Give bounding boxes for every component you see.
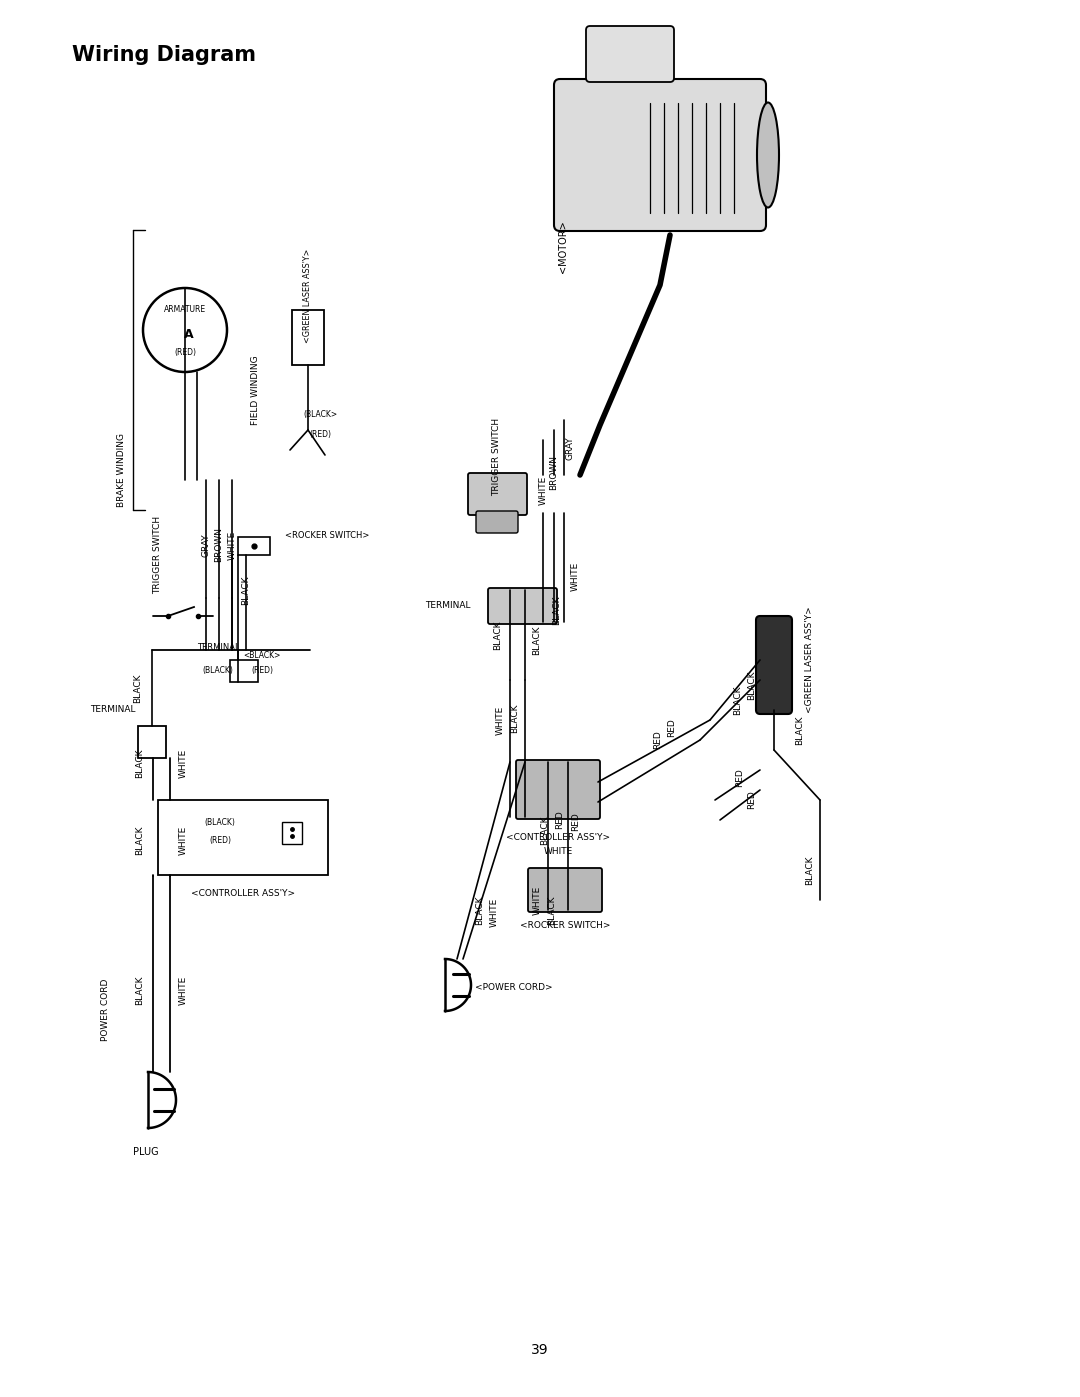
Text: BLACK: BLACK bbox=[135, 975, 145, 1004]
Text: RED: RED bbox=[653, 731, 662, 749]
Text: TERMINAL: TERMINAL bbox=[197, 644, 240, 652]
Text: BLACK: BLACK bbox=[135, 826, 145, 855]
Text: BLACK: BLACK bbox=[747, 671, 756, 700]
Text: WHITE: WHITE bbox=[532, 886, 541, 915]
Bar bbox=[230, 659, 258, 682]
Text: WHITE: WHITE bbox=[489, 897, 499, 926]
Bar bbox=[158, 800, 328, 875]
FancyBboxPatch shape bbox=[756, 616, 792, 714]
Text: A: A bbox=[185, 327, 193, 341]
Text: WHITE: WHITE bbox=[178, 749, 188, 778]
Text: WHITE: WHITE bbox=[570, 562, 580, 591]
Text: <GREEN LASER ASS'Y>: <GREEN LASER ASS'Y> bbox=[303, 249, 312, 344]
FancyBboxPatch shape bbox=[528, 868, 602, 912]
Text: BLACK: BLACK bbox=[733, 686, 743, 715]
Bar bbox=[238, 536, 270, 555]
Text: TRIGGER SWITCH: TRIGGER SWITCH bbox=[153, 515, 162, 594]
Bar bbox=[138, 726, 166, 759]
Text: <CONTROLLER ASS'Y>: <CONTROLLER ASS'Y> bbox=[505, 833, 610, 841]
Text: <MOTOR>: <MOTOR> bbox=[558, 221, 568, 274]
Text: WHITE: WHITE bbox=[228, 531, 237, 560]
Text: RED: RED bbox=[667, 718, 676, 738]
Bar bbox=[292, 310, 324, 365]
FancyBboxPatch shape bbox=[488, 588, 557, 624]
Text: <POWER CORD>: <POWER CORD> bbox=[475, 982, 553, 992]
Text: (BLACK>: (BLACK> bbox=[302, 411, 337, 419]
FancyBboxPatch shape bbox=[554, 80, 766, 231]
FancyBboxPatch shape bbox=[586, 27, 674, 82]
Text: RED: RED bbox=[735, 768, 744, 788]
Text: <ROCKER SWITCH>: <ROCKER SWITCH> bbox=[519, 921, 610, 929]
Text: BROWN: BROWN bbox=[215, 528, 224, 563]
Text: WHITE: WHITE bbox=[543, 848, 572, 856]
Text: GRAY: GRAY bbox=[566, 436, 575, 460]
Text: POWER CORD: POWER CORD bbox=[100, 979, 109, 1041]
Text: ARMATURE: ARMATURE bbox=[164, 306, 206, 314]
Text: BLACK: BLACK bbox=[553, 595, 562, 624]
Text: BLACK: BLACK bbox=[532, 626, 541, 655]
Text: GRAY: GRAY bbox=[202, 534, 211, 557]
Text: BLACK: BLACK bbox=[475, 895, 485, 925]
Text: BLACK: BLACK bbox=[134, 673, 143, 703]
Text: <ROCKER SWITCH>: <ROCKER SWITCH> bbox=[285, 531, 369, 541]
Text: BLACK: BLACK bbox=[494, 620, 502, 650]
FancyBboxPatch shape bbox=[516, 760, 600, 819]
Text: BLACK: BLACK bbox=[806, 855, 814, 884]
Text: PLUG: PLUG bbox=[133, 1147, 159, 1157]
Text: <BLACK>: <BLACK> bbox=[243, 651, 281, 661]
Text: BLACK: BLACK bbox=[511, 703, 519, 733]
Text: <CONTROLLER ASS'Y>: <CONTROLLER ASS'Y> bbox=[191, 888, 295, 897]
FancyBboxPatch shape bbox=[476, 511, 518, 534]
Text: BROWN: BROWN bbox=[550, 454, 558, 489]
FancyBboxPatch shape bbox=[468, 474, 527, 515]
Text: TERMINAL: TERMINAL bbox=[90, 705, 135, 714]
Text: TERMINAL: TERMINAL bbox=[426, 602, 471, 610]
Text: 39: 39 bbox=[531, 1343, 549, 1356]
Text: BLACK: BLACK bbox=[548, 895, 556, 925]
Text: (RED): (RED) bbox=[210, 835, 231, 845]
Text: (BLACK): (BLACK) bbox=[204, 819, 235, 827]
Text: RED: RED bbox=[747, 791, 756, 809]
Text: BLACK: BLACK bbox=[242, 576, 251, 605]
Text: (RED): (RED) bbox=[251, 666, 273, 676]
Text: (RED): (RED) bbox=[309, 430, 330, 440]
Text: WHITE: WHITE bbox=[178, 975, 188, 1004]
Text: FIELD WINDING: FIELD WINDING bbox=[251, 355, 259, 425]
Text: WHITE: WHITE bbox=[496, 705, 504, 735]
Text: RED: RED bbox=[555, 810, 565, 830]
Text: WHITE: WHITE bbox=[539, 475, 548, 504]
Text: (BLACK): (BLACK) bbox=[203, 666, 233, 676]
Text: BRAKE WINDING: BRAKE WINDING bbox=[118, 433, 126, 507]
Text: BLACK: BLACK bbox=[796, 715, 805, 745]
Text: BLACK: BLACK bbox=[540, 816, 550, 845]
Ellipse shape bbox=[757, 102, 779, 208]
Text: WHITE: WHITE bbox=[178, 826, 188, 855]
Text: <GREEN LASER ASS'Y>: <GREEN LASER ASS'Y> bbox=[806, 606, 814, 714]
Text: BLACK: BLACK bbox=[135, 749, 145, 778]
Text: Wiring Diagram: Wiring Diagram bbox=[72, 45, 256, 66]
Text: TRIGGER SWITCH: TRIGGER SWITCH bbox=[492, 418, 501, 496]
Text: RED: RED bbox=[571, 813, 581, 831]
Text: (RED): (RED) bbox=[174, 348, 195, 356]
Bar bbox=[282, 821, 302, 844]
